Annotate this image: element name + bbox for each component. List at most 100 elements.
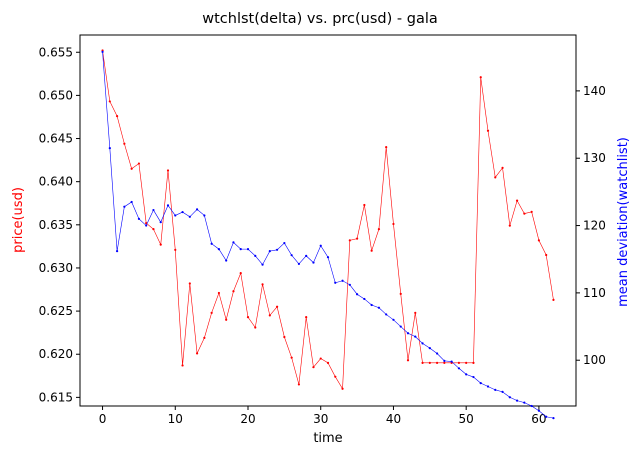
price-data-point	[297, 383, 301, 386]
watchlist-data-point	[210, 242, 213, 245]
price-data-point	[545, 253, 548, 257]
watchlist-data-point	[152, 208, 155, 212]
price-data-point	[552, 298, 555, 301]
y-right-tick-label: 120	[583, 219, 606, 233]
x-axis-ticks: 0 10 20 30 40 50 60	[99, 406, 547, 426]
x-tick-label: 60	[531, 412, 546, 426]
price-data-point	[130, 167, 133, 170]
watchlist-data-point	[108, 147, 111, 150]
price-data-point	[319, 357, 322, 360]
y-left-tick-label: 0.645	[39, 132, 73, 146]
price-data-point	[145, 221, 148, 225]
chart-title: wtchlst(delta) vs. prc(usd) - gala	[202, 11, 438, 27]
price-data-point	[137, 162, 141, 165]
price-data-point	[414, 311, 417, 314]
y-left-tick-label: 0.635	[39, 218, 73, 232]
price-data-point	[501, 166, 504, 169]
price-data-point	[465, 361, 468, 364]
price-data-point	[312, 366, 315, 369]
watchlist-data-point	[501, 390, 504, 393]
price-data-point	[225, 318, 228, 321]
y-left-tick-label: 0.615	[39, 390, 73, 404]
price-data-point	[435, 361, 439, 364]
watchlist-data-point	[174, 214, 177, 217]
price-data-point	[494, 176, 497, 179]
price-data-point	[254, 326, 257, 329]
price-data-point	[457, 361, 461, 364]
watchlist-data-point	[435, 352, 439, 355]
price-data-point	[232, 290, 235, 293]
watchlist-data-point	[217, 248, 221, 251]
watchlist-data-point	[341, 279, 344, 282]
watchlist-data-point	[334, 281, 337, 284]
price-data-point	[355, 237, 359, 240]
watchlist-data-point	[290, 254, 293, 257]
price-data-point	[152, 228, 155, 231]
watchlist-data-point	[188, 215, 191, 218]
watchlist-data-point	[159, 221, 162, 224]
watchlist-data-point	[363, 297, 366, 301]
watchlist-data-point	[399, 325, 402, 328]
price-data-point	[261, 283, 264, 286]
x-tick-label: 20	[240, 412, 255, 426]
watchlist-data-point	[428, 346, 431, 350]
watchlist-data-point	[166, 204, 170, 207]
price-data-point	[472, 361, 475, 364]
y-left-tick-label: 0.655	[39, 45, 73, 59]
price-data-point	[159, 243, 162, 246]
price-data-point	[377, 228, 381, 231]
price-data-point	[385, 146, 388, 149]
watchlist-data-point	[406, 332, 410, 335]
x-axis-label: time	[313, 431, 342, 446]
watchlist-data-point	[450, 360, 453, 363]
price-data-point	[443, 361, 446, 364]
y-right-tick-label: 130	[583, 151, 606, 165]
price-data-point	[370, 249, 373, 252]
watchlist-data-point	[275, 248, 279, 251]
price-data-point	[421, 361, 424, 364]
y-right-tick-label: 100	[583, 353, 606, 367]
price-data-point	[203, 336, 206, 339]
watchlist-data-point	[268, 250, 271, 253]
y-left-tick-label: 0.650	[39, 88, 73, 102]
plot-frame	[79, 34, 577, 407]
price-data-point	[188, 282, 191, 285]
y-left-axis-label: price(usd)	[11, 187, 26, 253]
price-data-point	[166, 169, 170, 172]
y-right-tick-label: 110	[583, 286, 606, 300]
y-right-axis-ticks: 100 110 120 130 140	[576, 84, 606, 367]
watchlist-data-point	[312, 261, 315, 264]
y-left-axis-ticks: 0.615 0.620 0.625 0.630 0.635 0.640 0.645 0.650…	[39, 45, 80, 404]
price-data-point	[275, 305, 279, 308]
watchlist-data-point	[377, 306, 381, 309]
y-left-tick-label: 0.640	[39, 175, 73, 189]
watchlist-data-point	[297, 262, 301, 266]
price-data-point	[508, 224, 511, 227]
price-data-point	[406, 359, 410, 362]
watchlist-data-point	[326, 256, 330, 259]
price-data-point	[392, 222, 395, 226]
price-data-point	[479, 76, 482, 79]
watchlist-data-point	[370, 303, 373, 307]
watchlist-data-point	[414, 335, 417, 338]
watchlist-data-point	[515, 399, 519, 402]
price-data-point	[428, 361, 431, 364]
watchlist-data-point	[195, 208, 199, 211]
watchlist-data-point	[465, 373, 468, 376]
price-data-point	[399, 292, 402, 295]
watchlist-data-point	[115, 250, 119, 253]
price-data-point	[537, 239, 541, 242]
price-data-point	[174, 248, 177, 251]
watchlist-data-point	[472, 375, 475, 379]
y-left-tick-label: 0.625	[39, 304, 73, 318]
watchlist-data-point	[261, 263, 264, 266]
x-tick-label: 0	[99, 412, 107, 426]
watchlist-data-point	[530, 404, 533, 408]
watchlist-data-point	[508, 396, 511, 399]
watchlist-data-point	[232, 241, 235, 244]
watchlist-data-point	[145, 224, 148, 227]
watchlist-data-point	[203, 214, 206, 217]
watchlist-data-point	[305, 254, 308, 257]
watchlist-data-point	[443, 359, 446, 362]
watchlist-data-point	[123, 205, 126, 208]
